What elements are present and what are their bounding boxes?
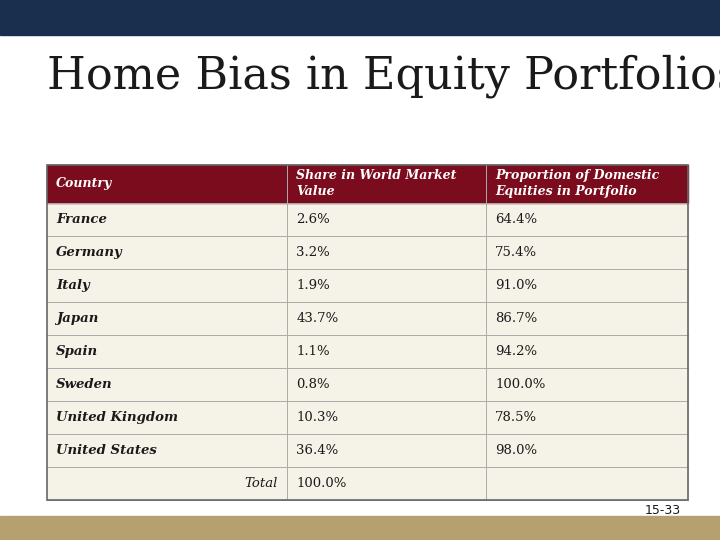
Text: United States: United States — [56, 444, 157, 457]
Text: Proportion of Domestic
Equities in Portfolio: Proportion of Domestic Equities in Portf… — [495, 170, 660, 199]
Text: 94.2%: 94.2% — [495, 345, 537, 358]
Text: 43.7%: 43.7% — [297, 312, 338, 325]
Text: 10.3%: 10.3% — [297, 411, 338, 424]
Text: Share in World Market
Value: Share in World Market Value — [297, 170, 456, 199]
Text: Italy: Italy — [56, 279, 90, 292]
Text: 15-33: 15-33 — [644, 504, 680, 517]
Text: 1.9%: 1.9% — [297, 279, 330, 292]
Text: 100.0%: 100.0% — [297, 476, 347, 490]
Text: 91.0%: 91.0% — [495, 279, 537, 292]
Text: Total: Total — [244, 476, 278, 490]
Text: 36.4%: 36.4% — [297, 444, 338, 457]
Text: 1.1%: 1.1% — [297, 345, 330, 358]
Text: Japan: Japan — [56, 312, 99, 325]
Text: France: France — [56, 213, 107, 226]
Text: Spain: Spain — [56, 345, 99, 358]
Text: Germany: Germany — [56, 246, 123, 259]
Text: 100.0%: 100.0% — [495, 378, 546, 391]
Text: Home Bias in Equity Portfolios: Home Bias in Equity Portfolios — [47, 54, 720, 98]
Text: United Kingdom: United Kingdom — [56, 411, 178, 424]
Text: 98.0%: 98.0% — [495, 444, 537, 457]
Text: 3.2%: 3.2% — [297, 246, 330, 259]
Text: 0.8%: 0.8% — [297, 378, 330, 391]
Text: 78.5%: 78.5% — [495, 411, 537, 424]
Text: Country: Country — [56, 178, 112, 191]
Text: 2.6%: 2.6% — [297, 213, 330, 226]
Text: Sweden: Sweden — [56, 378, 113, 391]
Text: 64.4%: 64.4% — [495, 213, 537, 226]
Text: 75.4%: 75.4% — [495, 246, 537, 259]
Text: 86.7%: 86.7% — [495, 312, 537, 325]
